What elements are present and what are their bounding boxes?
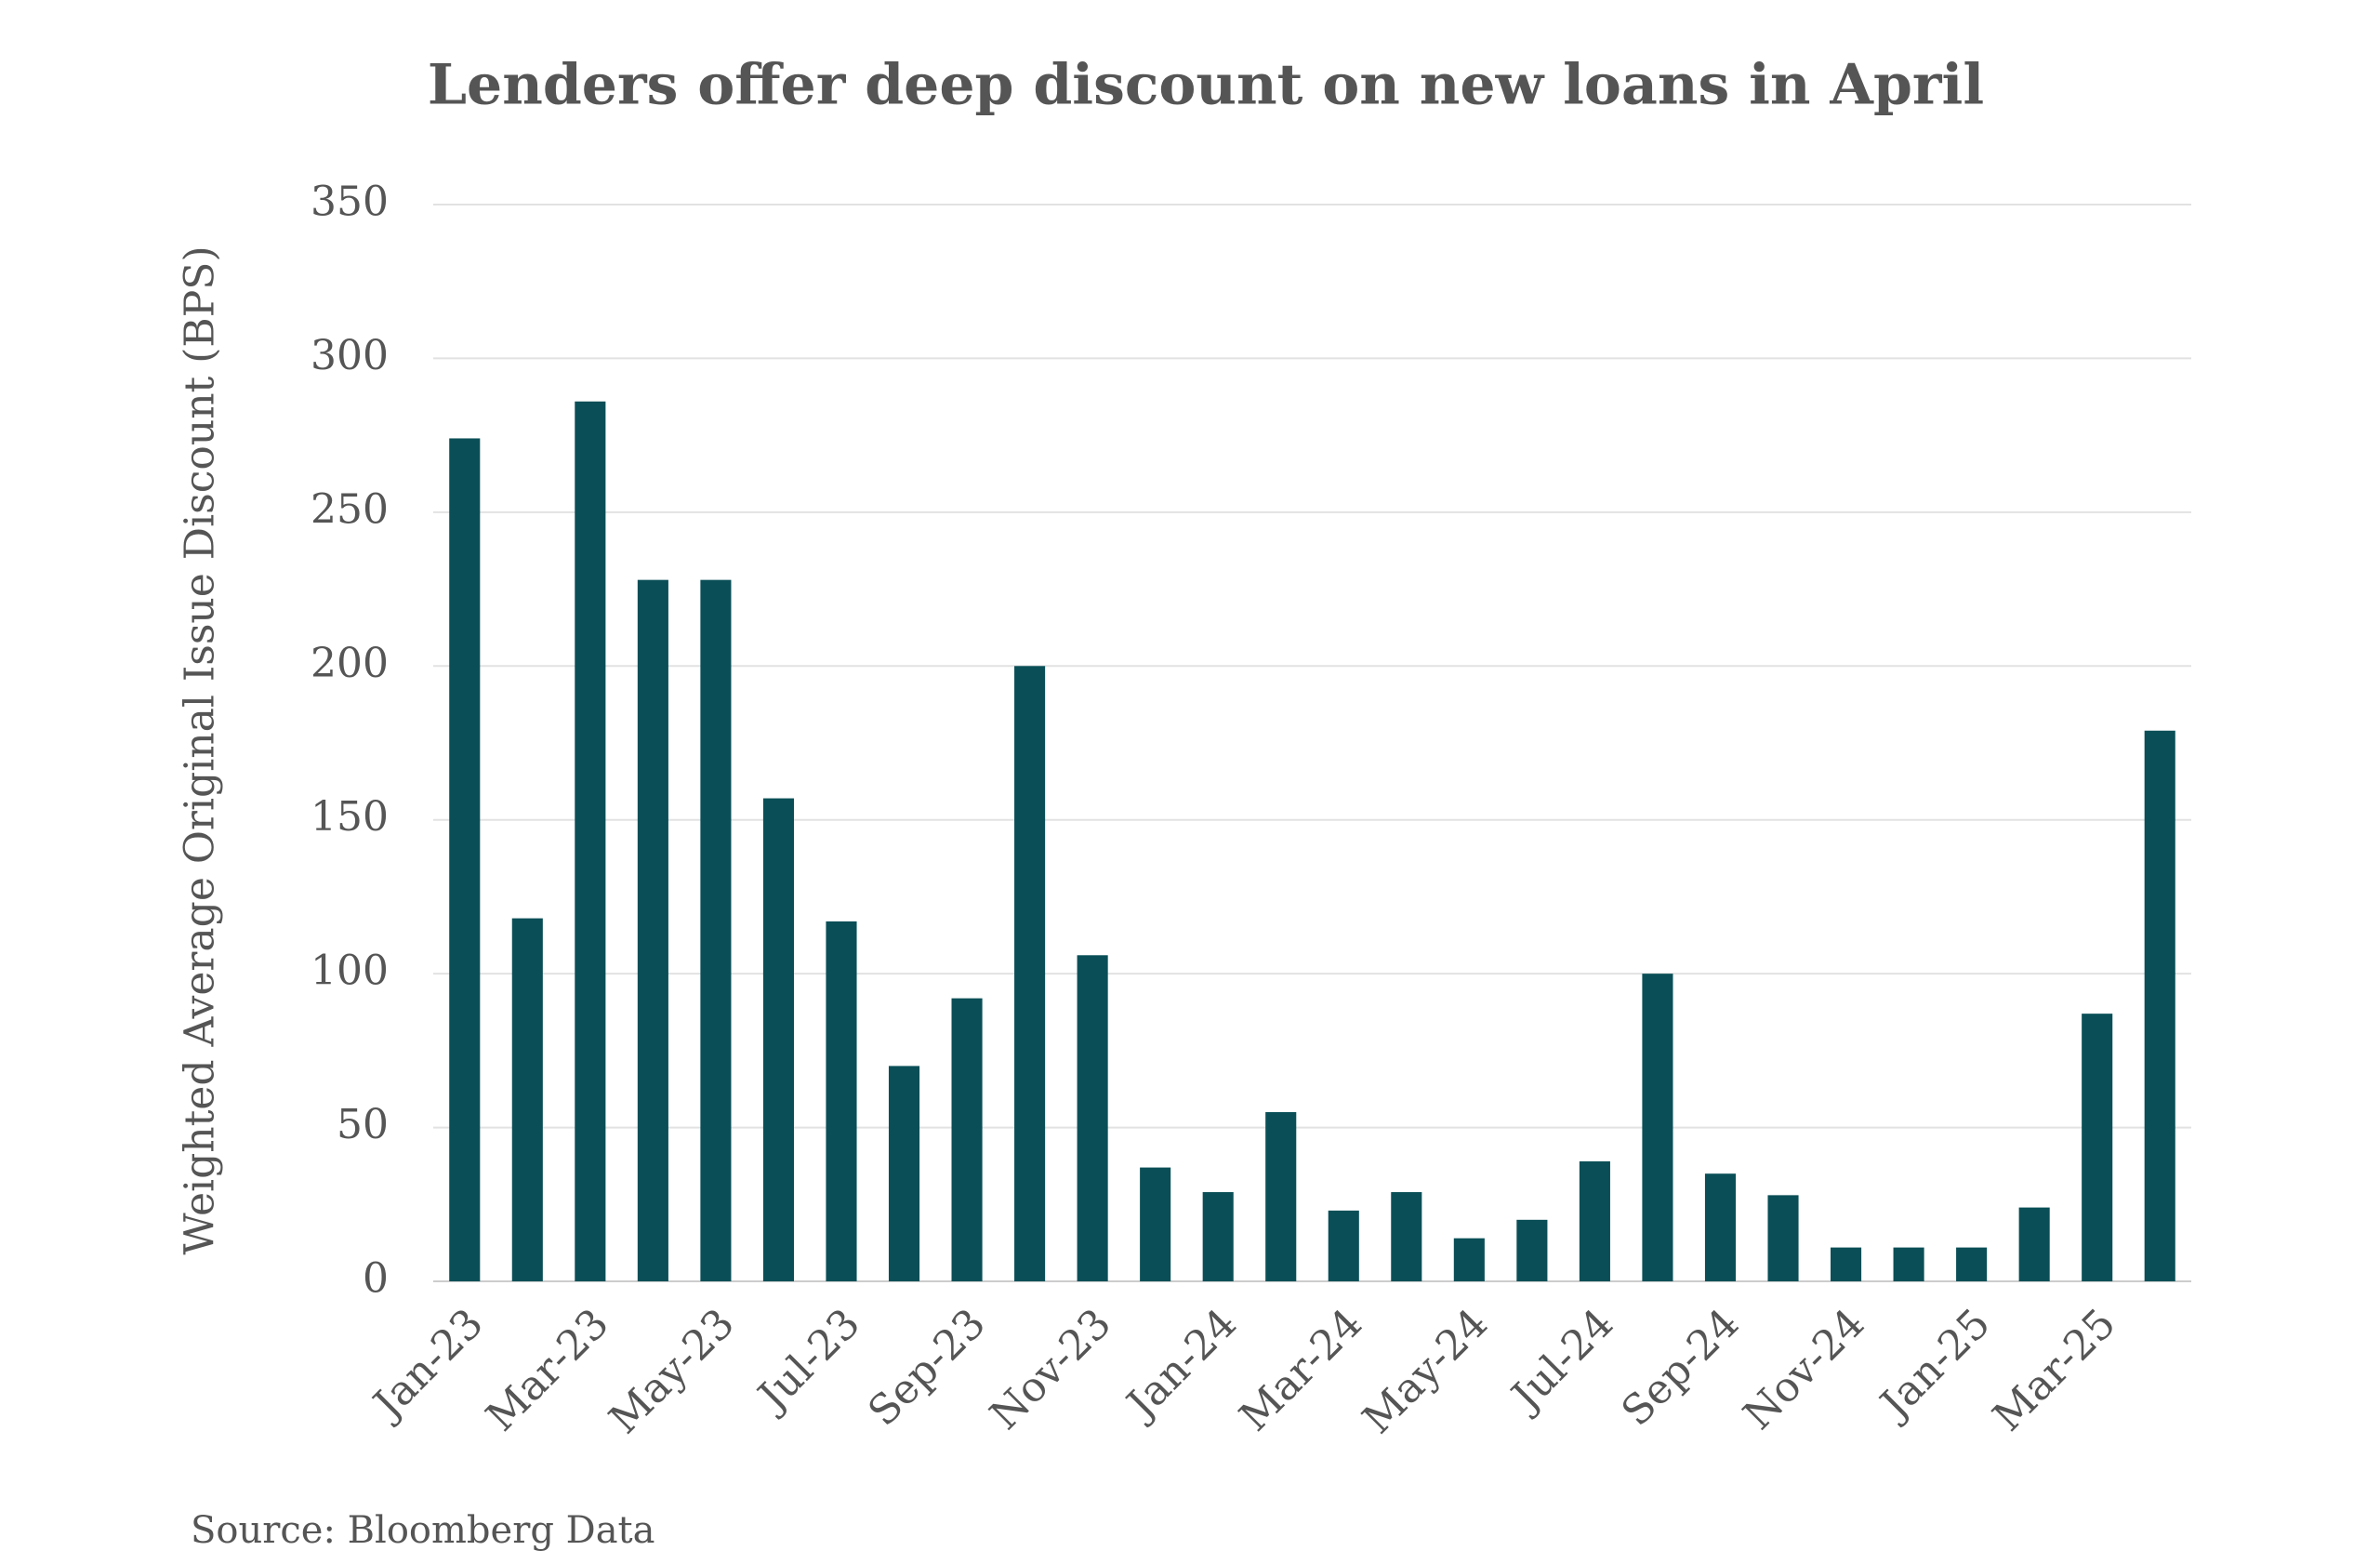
bar [2018,1207,2050,1281]
bar [1265,1112,1297,1281]
bar [1516,1219,1548,1281]
bar [826,921,857,1281]
y-tick-label: 300 [311,332,389,379]
y-tick-label: 350 [311,179,389,226]
bar [951,998,983,1281]
chart-title: Lenders offer deep discount on new loans… [428,53,1984,118]
bar [700,579,732,1281]
y-tick-label: 100 [311,948,389,995]
y-axis-label: Weighted Average Original Issue Discount… [177,245,224,1254]
x-tick-label: May-24 [1354,1300,1497,1443]
x-tick-label: Mar-23 [477,1300,617,1440]
x-tick-label: Nov-24 [1735,1300,1874,1439]
x-tick-label: Sep-23 [859,1300,995,1436]
y-tick-label: 0 [363,1255,389,1303]
bar [1328,1210,1359,1281]
bar [762,798,794,1281]
x-tick-label: Jan-25 [1869,1300,1999,1430]
y-tick-label: 150 [311,793,389,841]
source-note: Source: Bloomberg Data [191,1509,654,1552]
bar [1642,974,1673,1281]
bar [1077,955,1108,1281]
bar [1014,666,1046,1281]
x-tick-label: Nov-23 [981,1300,1120,1439]
bar [1579,1160,1610,1281]
bar [1767,1195,1799,1281]
bar [1391,1192,1422,1281]
x-tick-label: Jan-23 [363,1300,493,1430]
y-tick-label: 50 [337,1101,389,1148]
bar [511,918,543,1281]
bar [1704,1173,1737,1281]
y-tick-label: 250 [311,485,389,533]
bar [1956,1247,1988,1281]
x-tick-label: Sep-24 [1613,1300,1749,1436]
y-tick-label: 200 [311,640,389,687]
bar [1893,1247,1924,1281]
bar [2144,730,2175,1281]
bar [637,579,668,1281]
bar [1453,1238,1485,1281]
bar [575,401,606,1282]
bar [449,438,481,1281]
x-tick-label: Jul-23 [747,1300,868,1422]
bar [1202,1192,1234,1281]
x-tick-label: Jan-24 [1116,1300,1246,1430]
x-tick-label: Jul-24 [1501,1300,1622,1422]
bar [888,1066,920,1281]
bar [1831,1247,1862,1281]
x-tick-label: May-23 [601,1300,744,1443]
bar [2082,1014,2113,1281]
x-tick-label: Mar-25 [1984,1300,2124,1440]
bar [1140,1167,1171,1281]
x-tick-label: Mar-24 [1231,1300,1371,1440]
